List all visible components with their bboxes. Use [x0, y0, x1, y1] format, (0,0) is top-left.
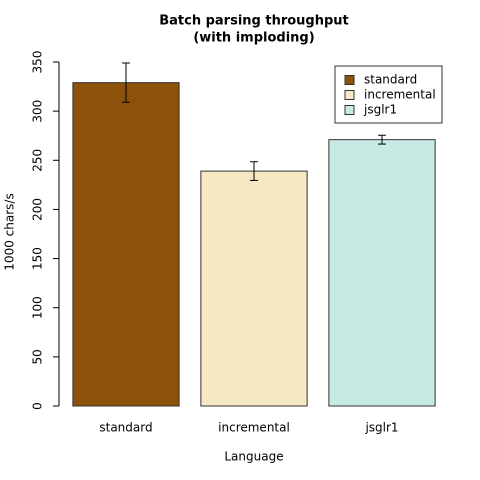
legend-swatch	[344, 90, 355, 100]
y-tick-label: 50	[31, 349, 45, 364]
legend-label: incremental	[364, 88, 436, 102]
error-bar	[378, 134, 386, 145]
error-bar	[250, 161, 258, 181]
y-tick-label: 350	[31, 51, 45, 74]
bar	[200, 170, 308, 407]
y-tick-label: 200	[31, 198, 45, 221]
bar	[72, 82, 180, 407]
y-tick-label: 100	[31, 296, 45, 319]
chart-title: (with imploding)	[193, 31, 314, 46]
y-tick-label: 250	[31, 149, 45, 172]
chart-title: Batch parsing throughput	[159, 14, 349, 29]
legend-swatch	[344, 75, 355, 85]
legend-label: jsglr1	[363, 103, 397, 117]
y-tick-label: 0	[31, 402, 45, 410]
y-tick-label: 150	[31, 247, 45, 270]
y-tick-label: 300	[31, 100, 45, 123]
x-tick-label: standard	[99, 421, 152, 435]
x-tick-label: incremental	[218, 421, 290, 435]
y-axis-label: 1000 chars/s	[3, 193, 17, 270]
legend-label: standard	[364, 73, 417, 87]
error-bar	[122, 62, 130, 103]
legend-swatch	[344, 105, 355, 115]
bar	[328, 139, 436, 407]
x-tick-label: jsglr1	[364, 421, 398, 435]
x-axis-label: Language	[224, 450, 283, 464]
